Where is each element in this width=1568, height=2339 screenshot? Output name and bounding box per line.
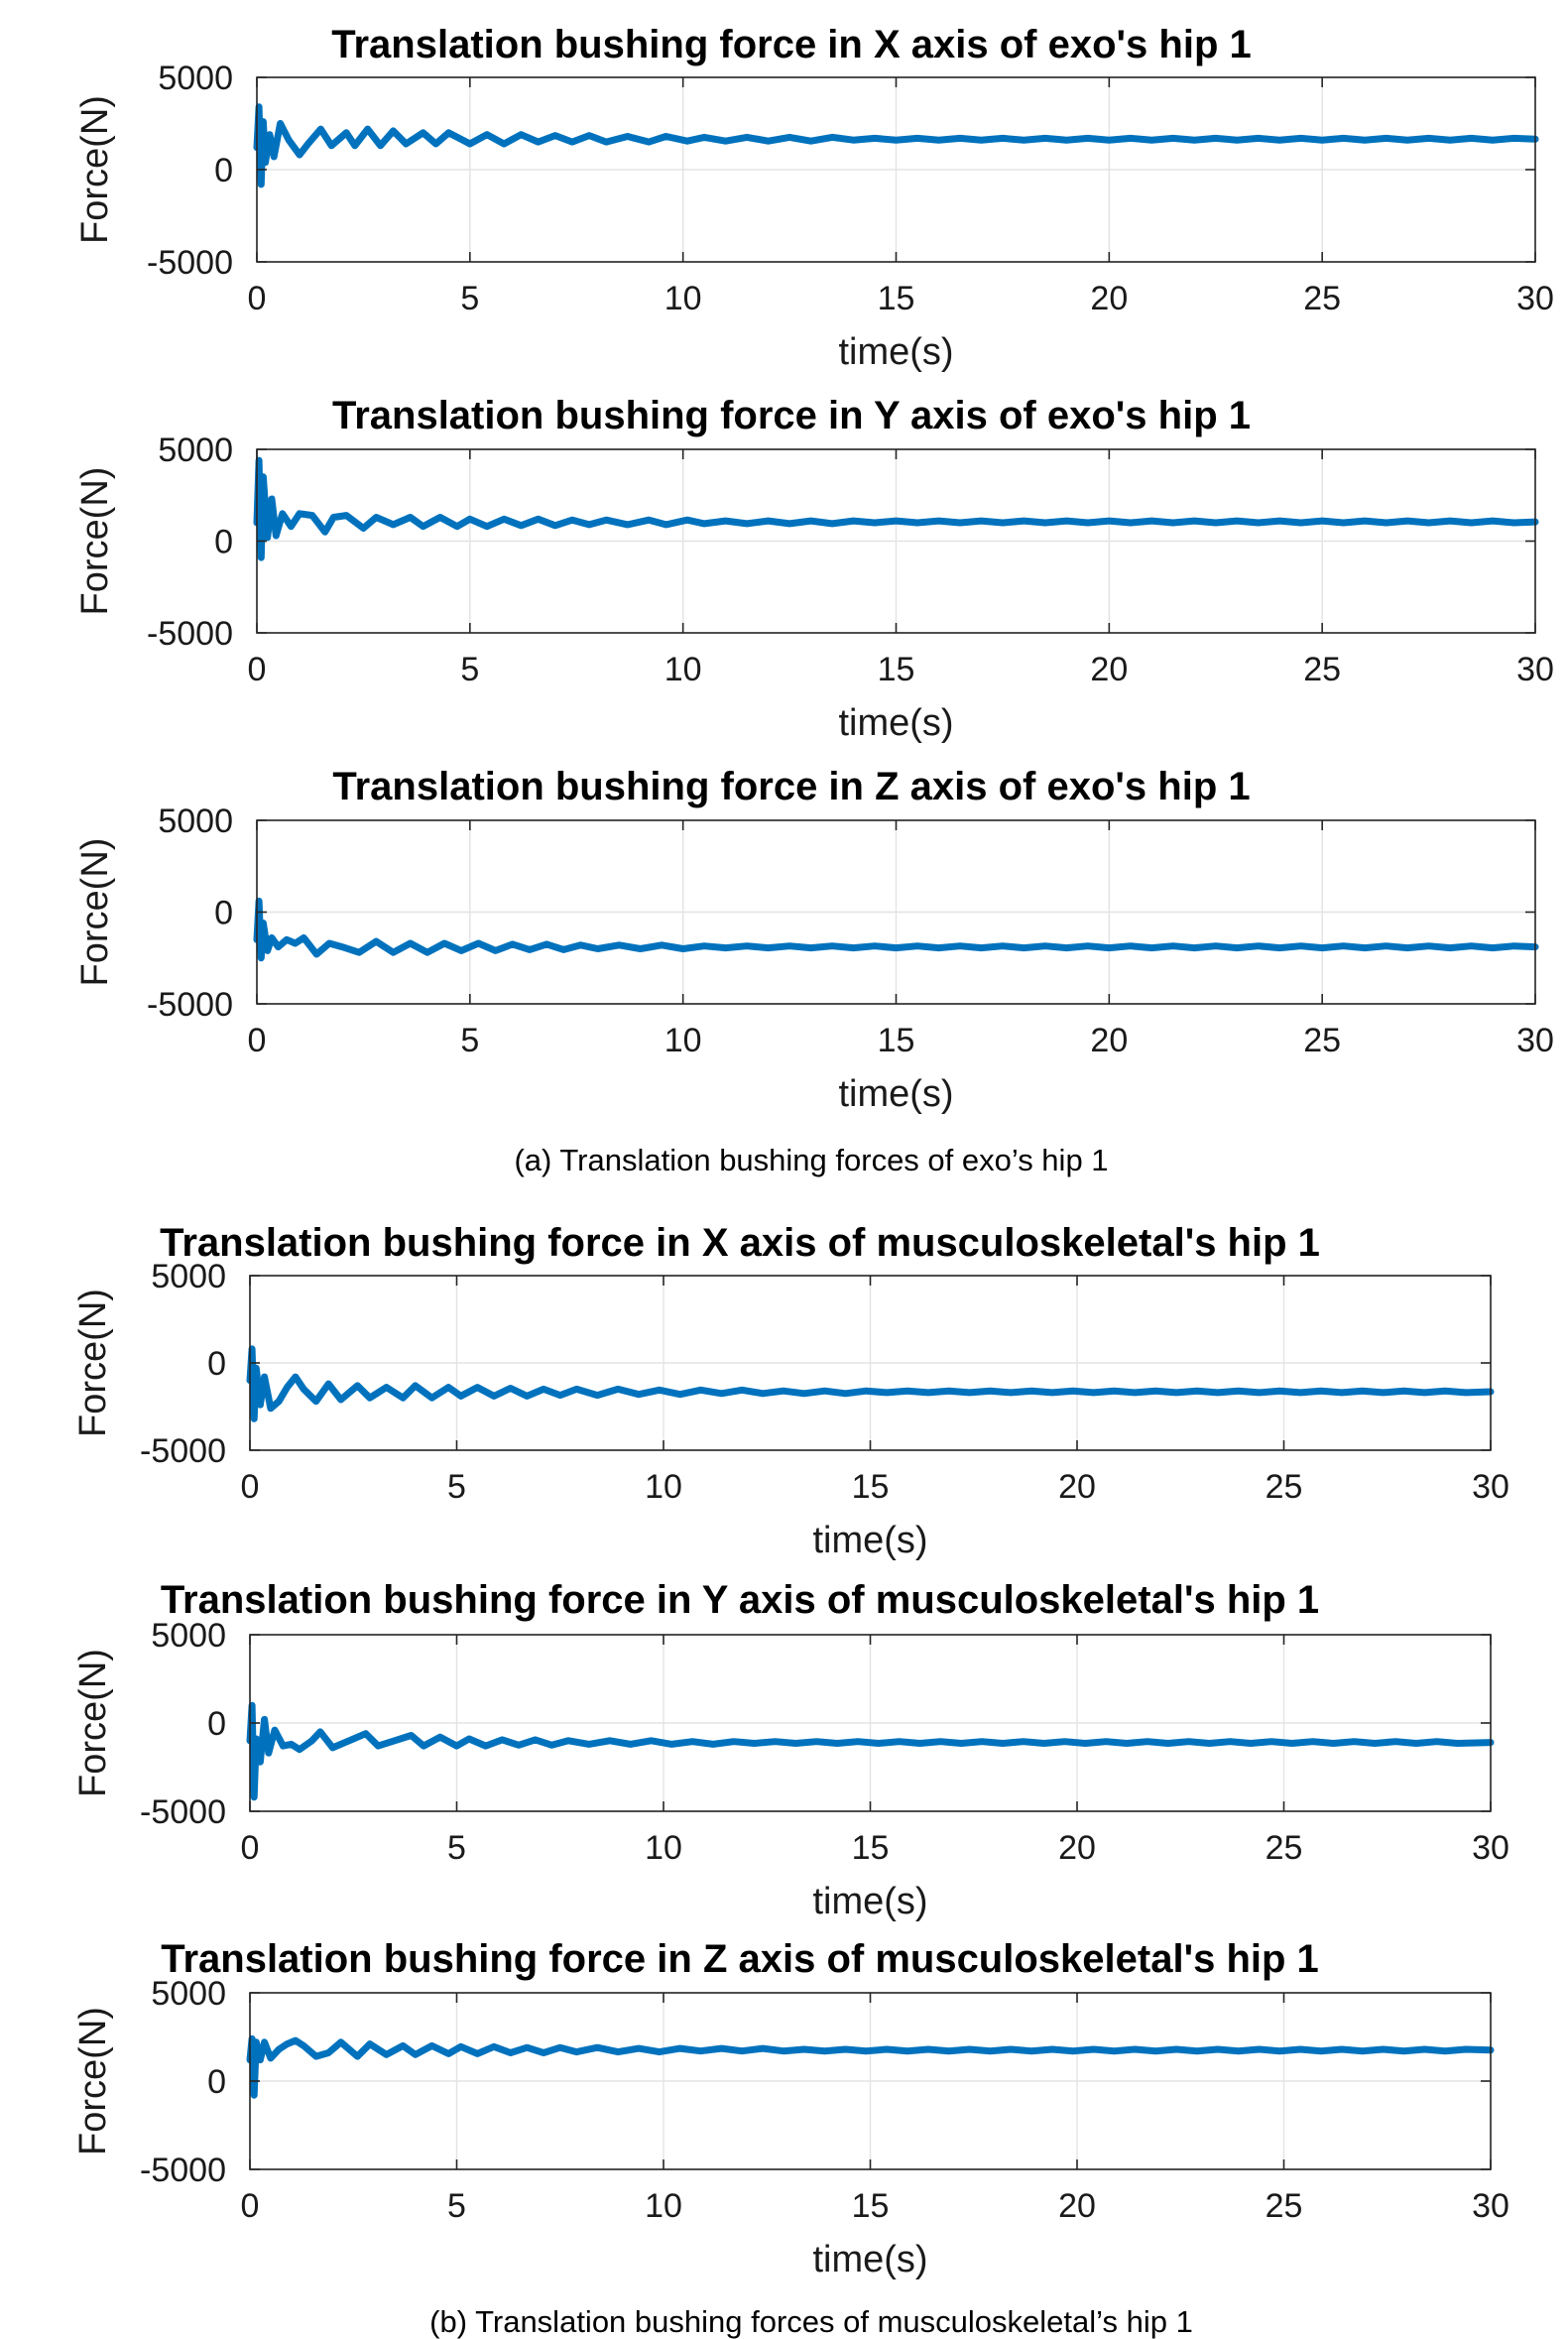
x-tick-label: 25 [1303, 1022, 1341, 1059]
x-tick-label: 5 [460, 651, 479, 688]
x-tick-label: 30 [1472, 2187, 1509, 2225]
x-tick-label: 0 [248, 651, 267, 688]
series-line-1 [246, 1701, 1495, 1801]
y-tick-label: 5000 [158, 431, 233, 469]
y-tick-label: 0 [207, 1345, 226, 1383]
chart-4: 0 5 10 15 20 25 30 5000 0 -5000 Translation bushin… [72, 1221, 1509, 1561]
x-tick-label: 20 [1058, 2187, 1096, 2225]
y-tick-label: 0 [207, 1705, 226, 1743]
x-tick-label: 20 [1090, 651, 1128, 688]
chart-title: Translation bushing force in Y axis of m… [161, 1578, 1319, 1622]
y-axis-label: Force(N) [74, 95, 116, 244]
y-tick-label: -5000 [147, 244, 233, 282]
x-tick-label: 20 [1058, 1468, 1096, 1506]
y-axis-label: Force(N) [72, 1289, 114, 1437]
chart-title: Translation bushing force in Z axis of e… [332, 765, 1250, 808]
y-tick-label: 0 [214, 524, 233, 561]
chart-6: 0 5 10 15 20 25 30 5000 0 -5000 Translation bushin… [72, 1937, 1509, 2280]
x-tick-label: 10 [645, 2187, 682, 2225]
x-tick-label: 30 [1516, 1022, 1554, 1059]
x-tick-label: 15 [878, 1022, 915, 1059]
chart-title: Translation bushing force in Y axis of e… [332, 394, 1251, 437]
x-tick-label: 20 [1090, 280, 1128, 317]
x-tick-label: 25 [1266, 1829, 1303, 1867]
series-line-1 [246, 2034, 1495, 2099]
x-tick-label: 20 [1090, 1022, 1128, 1059]
x-tick-label: 15 [852, 2187, 890, 2225]
x-axis-label: time(s) [838, 1073, 953, 1115]
series-line-1 [253, 897, 1539, 962]
y-axis-label: Force(N) [72, 2007, 114, 2155]
x-axis-label: time(s) [838, 331, 953, 373]
caption-a: (a) Translation bushing forces of exo’s … [514, 1143, 1108, 1177]
chart-title: Translation bushing force in Z axis of m… [161, 1937, 1319, 1981]
y-tick-label: 0 [214, 152, 233, 189]
x-tick-label: 15 [878, 280, 915, 317]
y-axis-label: Force(N) [72, 1649, 114, 1797]
x-tick-label: 5 [447, 2187, 466, 2225]
x-tick-label: 10 [645, 1829, 682, 1867]
y-tick-label: -5000 [147, 986, 233, 1024]
x-tick-label: 0 [241, 1468, 260, 1506]
x-tick-label: 10 [664, 280, 702, 317]
x-tick-label: 20 [1058, 1829, 1096, 1867]
x-tick-label: 10 [645, 1468, 682, 1506]
y-axis-label: Force(N) [74, 467, 116, 616]
chart-2: 0 5 10 15 20 25 30 5000 0 -5000 Translation bushin… [74, 394, 1554, 744]
y-tick-label: 0 [214, 895, 233, 932]
x-tick-label: 10 [664, 1022, 702, 1059]
x-tick-label: 15 [852, 1829, 890, 1867]
x-axis-label: time(s) [812, 1520, 927, 1561]
x-tick-label: 25 [1266, 1468, 1303, 1506]
x-axis-label: time(s) [812, 1881, 927, 1922]
chart-3: 0 5 10 15 20 25 30 5000 0 -5000 Translation bushin… [74, 765, 1554, 1115]
x-tick-label: 30 [1472, 1829, 1509, 1867]
x-tick-label: 15 [878, 651, 915, 688]
y-axis-label: Force(N) [74, 838, 116, 987]
y-tick-label: 5000 [158, 802, 233, 840]
chart-title: Translation bushing force in X axis of m… [160, 1221, 1320, 1265]
y-tick-label: 5000 [151, 1975, 226, 2013]
x-tick-label: 25 [1266, 2187, 1303, 2225]
x-tick-label: 0 [248, 280, 267, 317]
x-tick-label: 10 [664, 651, 702, 688]
y-tick-label: -5000 [140, 2152, 226, 2189]
series-line-1 [253, 456, 1539, 561]
chart-5: 0 5 10 15 20 25 30 5000 0 -5000 Translation bushin… [72, 1578, 1509, 1922]
series-line-1 [253, 103, 1539, 188]
x-tick-label: 0 [248, 1022, 267, 1059]
x-tick-label: 30 [1472, 1468, 1509, 1506]
x-axis-label: time(s) [838, 702, 953, 744]
y-tick-label: -5000 [140, 1432, 226, 1470]
caption-b: (b) Translation bushing forces of muscul… [429, 2304, 1193, 2339]
x-tick-label: 0 [241, 2187, 260, 2225]
chart-title: Translation bushing force in X axis of e… [331, 23, 1251, 66]
y-tick-label: 5000 [158, 60, 233, 97]
x-tick-label: 25 [1303, 651, 1341, 688]
x-tick-label: 0 [241, 1829, 260, 1867]
x-tick-label: 5 [460, 280, 479, 317]
x-tick-label: 30 [1516, 651, 1554, 688]
y-tick-label: -5000 [140, 1793, 226, 1831]
chart-1: 0 5 10 15 20 25 30 5000 0 -5000 Translation bushin… [74, 23, 1554, 373]
y-tick-label: -5000 [147, 615, 233, 653]
x-tick-label: 5 [460, 1022, 479, 1059]
x-axis-label: time(s) [812, 2239, 927, 2280]
y-tick-label: 5000 [151, 1617, 226, 1655]
series-line-1 [246, 1345, 1495, 1422]
x-tick-label: 5 [447, 1468, 466, 1506]
x-tick-label: 30 [1516, 280, 1554, 317]
y-tick-label: 5000 [151, 1258, 226, 1295]
x-tick-label: 5 [447, 1829, 466, 1867]
y-tick-label: 0 [207, 2063, 226, 2101]
x-tick-label: 15 [852, 1468, 890, 1506]
x-tick-label: 25 [1303, 280, 1341, 317]
